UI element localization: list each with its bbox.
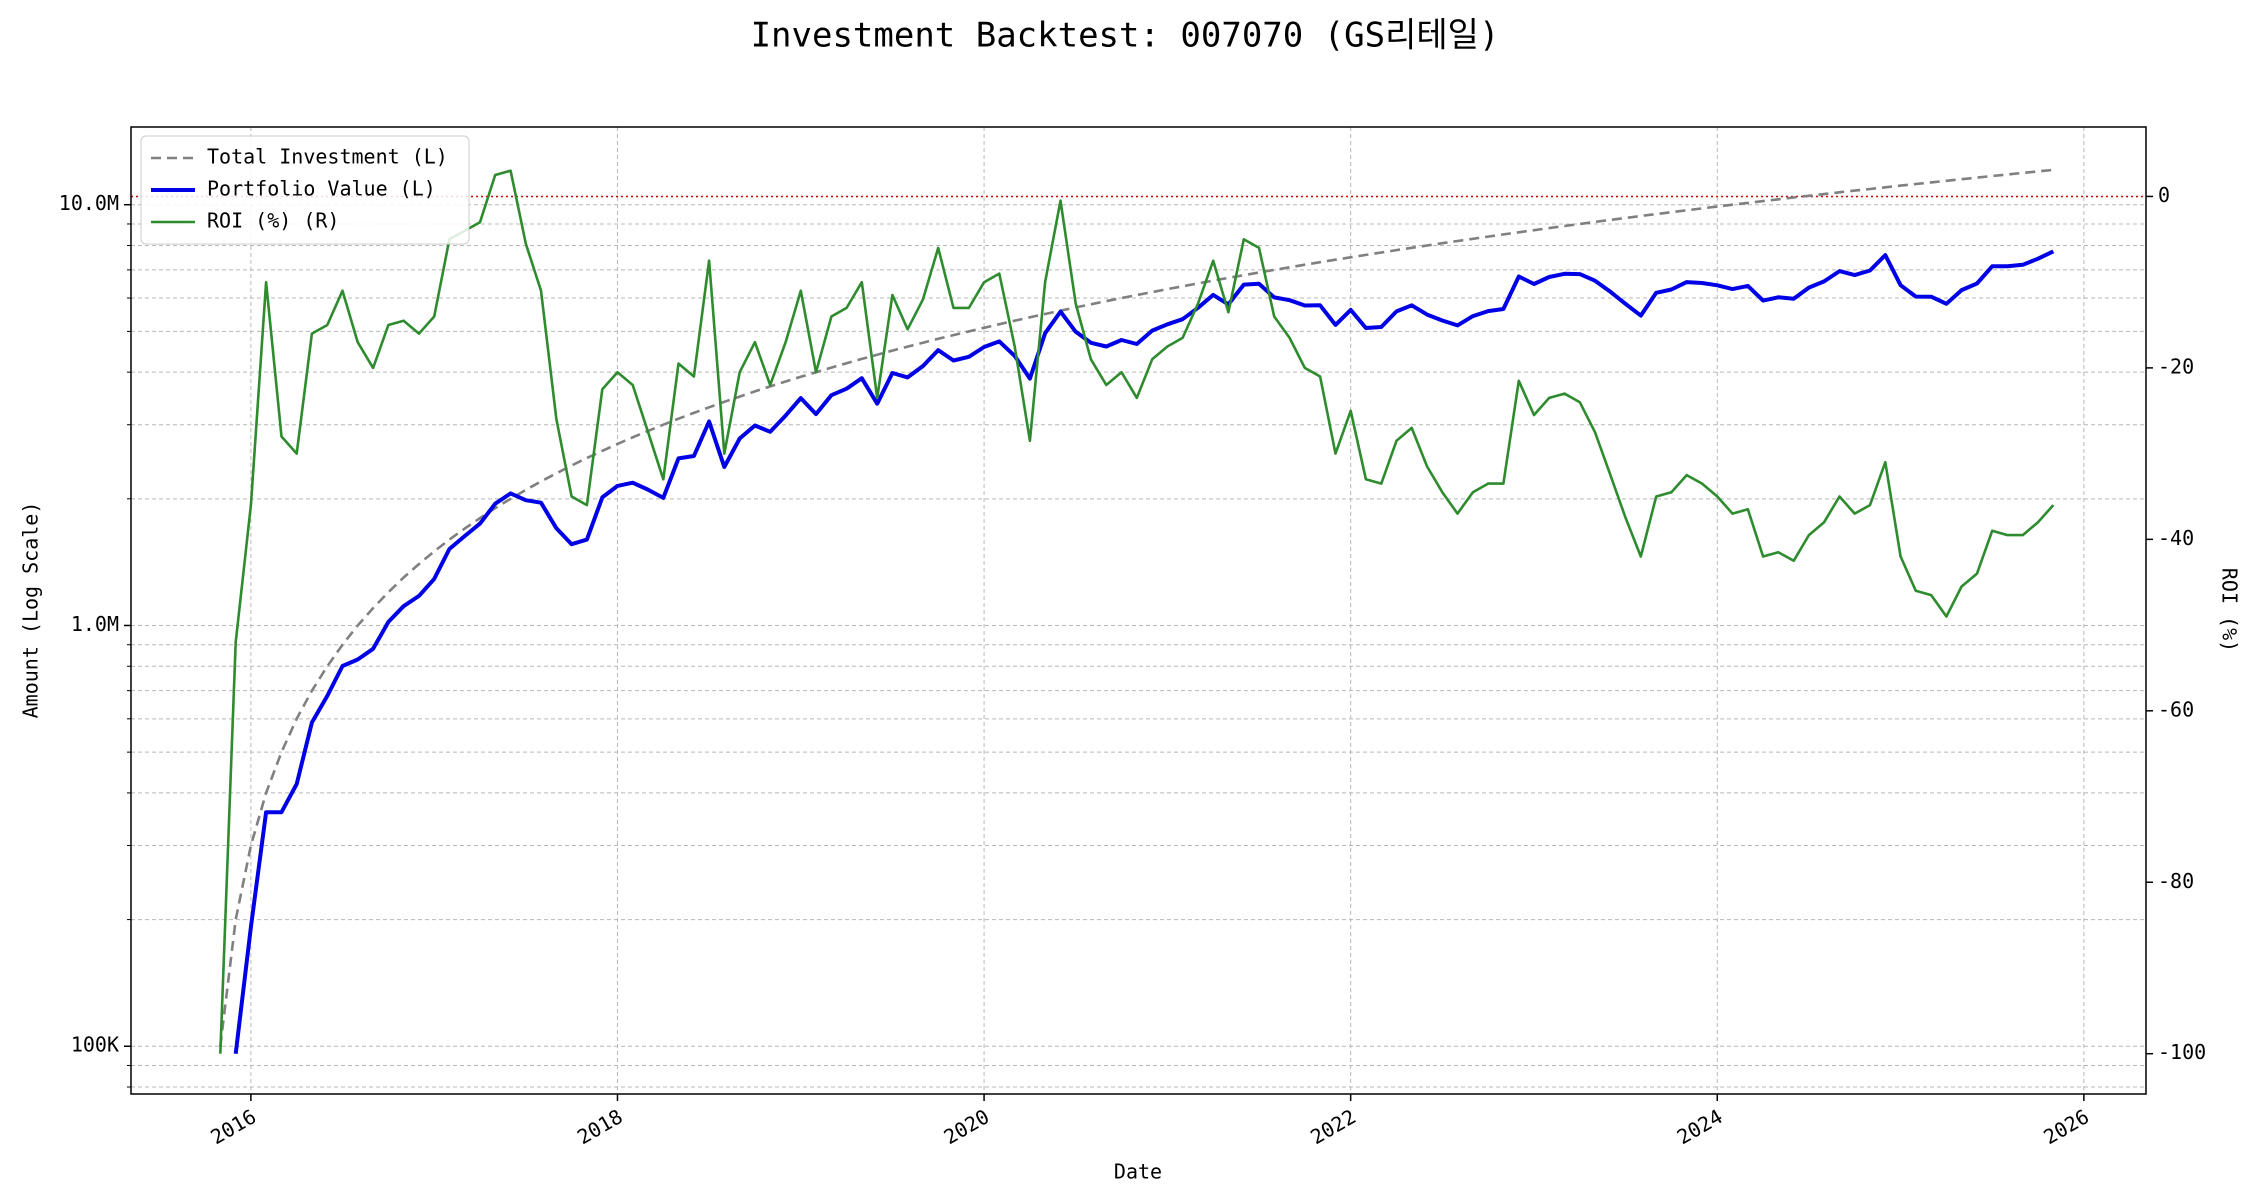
- x-tick-label: 2024: [1673, 1104, 1727, 1149]
- y-tick-label: 100K: [71, 1033, 119, 1057]
- x-tick-label: 2022: [1306, 1104, 1360, 1149]
- plot-frame: [130, 126, 2147, 1095]
- x-tick-label: 2018: [573, 1104, 627, 1149]
- x-axis-label: Date: [1114, 1160, 1162, 1184]
- series-line: [219, 168, 2054, 1047]
- plot-area: [131, 168, 2146, 1054]
- legend-label: ROI (%) (R): [207, 209, 339, 233]
- y2-axis-label: ROI (%): [2218, 568, 2242, 652]
- y2-tick-label: -100: [2158, 1040, 2206, 1064]
- x-tick-label: 2020: [940, 1104, 994, 1149]
- y2-tick-label: -40: [2158, 526, 2194, 550]
- legend: Total Investment (L) Portfolio Value (L) R…: [140, 135, 470, 245]
- series-line: [219, 169, 2055, 1054]
- legend-label: Portfolio Value (L): [207, 177, 436, 201]
- y-tick-label: 10.0M: [59, 191, 119, 215]
- legend-box: [140, 135, 470, 245]
- series-line: [233, 249, 2055, 1054]
- y2-tick-label: -20: [2158, 354, 2194, 378]
- chart-title: Investment Backtest: 007070 (GS리테일): [751, 16, 1500, 56]
- legend-label: Total Investment (L): [207, 145, 448, 169]
- y-axis-label: Amount (Log Scale): [19, 502, 43, 719]
- x-tick-label: 2016: [206, 1104, 260, 1149]
- y-tick-label: 1.0M: [71, 612, 119, 636]
- x-tick-label: 2026: [2039, 1104, 2093, 1149]
- y2-tick-label: -80: [2158, 869, 2194, 893]
- y2-tick-label: 0: [2158, 183, 2170, 207]
- y2-tick-label: -60: [2158, 697, 2194, 721]
